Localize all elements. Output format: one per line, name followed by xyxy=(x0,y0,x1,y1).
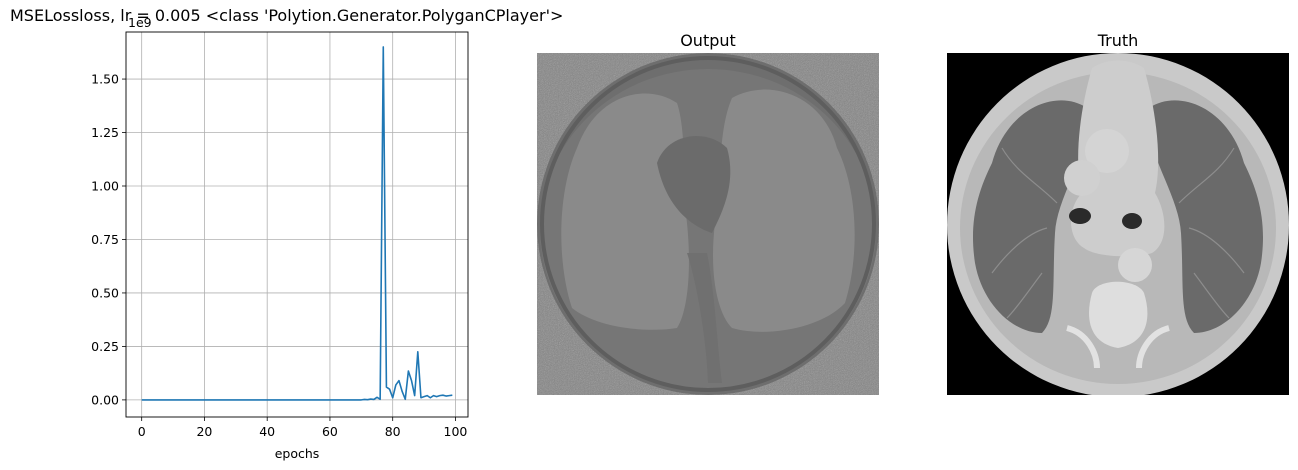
y-tick-label: 0.25 xyxy=(91,339,119,354)
chart-axes xyxy=(125,31,469,418)
chart-grid xyxy=(126,32,468,417)
x-tick-label: 20 xyxy=(196,424,212,439)
figure-suptitle: MSELossloss, lr = 0.005 <class 'Polytion… xyxy=(10,6,564,25)
x-tick-label: 60 xyxy=(322,424,338,439)
x-tick-label: 40 xyxy=(259,424,275,439)
truth-title: Truth xyxy=(1097,31,1139,50)
y-tick-label: 0.50 xyxy=(91,285,119,300)
y-tick-label: 0.75 xyxy=(91,232,119,247)
y-scale-label: 1e9 xyxy=(128,15,152,30)
x-tick-label: 0 xyxy=(138,424,146,439)
x-tick-label: 100 xyxy=(444,424,468,439)
truth-ct-scan xyxy=(947,53,1289,395)
loss-series-line xyxy=(141,46,453,401)
output-image xyxy=(537,53,879,395)
y-tick-label: 1.50 xyxy=(91,72,119,87)
x-axis-label: epochs xyxy=(275,446,320,461)
chart-series xyxy=(141,46,453,401)
chart-ticks: 0 20 40 60 80 100 0.00 0.25 0.50 0.75 1.00 1.25 1.50 xyxy=(91,72,467,439)
output-ct-scan xyxy=(537,53,879,395)
y-tick-label: 1.00 xyxy=(91,179,119,194)
output-title: Output xyxy=(680,31,736,50)
plot-frame xyxy=(125,31,469,418)
y-tick-label: 0.00 xyxy=(91,392,119,407)
y-tick-label: 1.25 xyxy=(91,125,119,140)
x-tick-label: 80 xyxy=(385,424,401,439)
truth-image xyxy=(947,53,1289,395)
